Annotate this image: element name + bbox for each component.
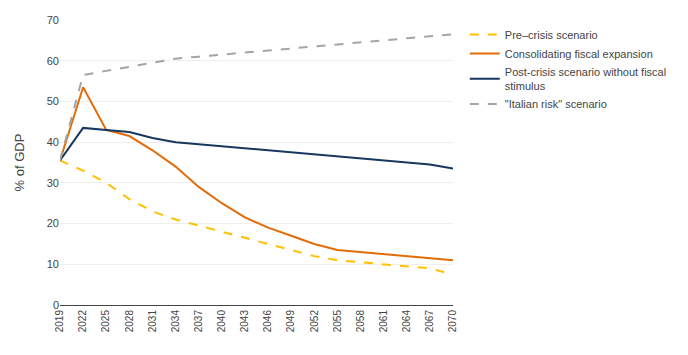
svg-text:"Italian risk" scenario: "Italian risk" scenario bbox=[505, 98, 607, 110]
svg-text:% of GDP: % of GDP bbox=[12, 134, 27, 192]
svg-text:Pre–crisis scenario: Pre–crisis scenario bbox=[505, 29, 598, 41]
svg-text:2049: 2049 bbox=[285, 310, 296, 333]
svg-text:2067: 2067 bbox=[424, 310, 435, 333]
svg-text:10: 10 bbox=[47, 258, 59, 270]
svg-text:Post-crisis scenario without f: Post-crisis scenario without fiscalstimu… bbox=[505, 66, 666, 92]
svg-text:2061: 2061 bbox=[378, 310, 389, 333]
svg-text:2052: 2052 bbox=[309, 310, 320, 333]
svg-text:20: 20 bbox=[47, 217, 59, 229]
svg-text:2031: 2031 bbox=[147, 310, 158, 333]
svg-text:2025: 2025 bbox=[100, 310, 111, 333]
svg-text:50: 50 bbox=[47, 95, 59, 107]
svg-text:2028: 2028 bbox=[124, 310, 135, 333]
svg-text:30: 30 bbox=[47, 177, 59, 189]
svg-text:2022: 2022 bbox=[77, 310, 88, 333]
svg-text:2058: 2058 bbox=[355, 310, 366, 333]
svg-text:2037: 2037 bbox=[193, 310, 204, 333]
svg-text:40: 40 bbox=[47, 136, 59, 148]
svg-text:Consolidating fiscal expansion: Consolidating fiscal expansion bbox=[505, 48, 653, 60]
svg-text:2040: 2040 bbox=[216, 310, 227, 333]
svg-text:70: 70 bbox=[47, 14, 59, 26]
svg-text:2019: 2019 bbox=[54, 310, 65, 333]
svg-text:2070: 2070 bbox=[447, 310, 458, 333]
svg-text:2043: 2043 bbox=[239, 310, 250, 333]
svg-text:2055: 2055 bbox=[332, 310, 343, 333]
svg-text:0: 0 bbox=[53, 299, 59, 311]
svg-text:2046: 2046 bbox=[262, 310, 273, 333]
svg-text:60: 60 bbox=[47, 55, 59, 67]
svg-text:2064: 2064 bbox=[401, 310, 412, 333]
svg-text:2034: 2034 bbox=[170, 310, 181, 333]
